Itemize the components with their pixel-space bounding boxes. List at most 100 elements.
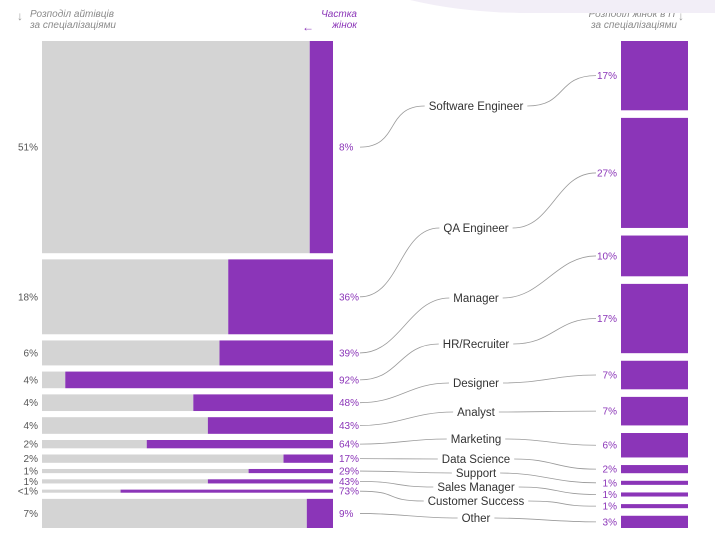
connector-right-11 <box>494 517 597 523</box>
category-label-8: Support <box>456 468 497 480</box>
decorative-wedge <box>410 0 715 13</box>
bar-women-8 <box>248 468 333 474</box>
bar-dist-4 <box>621 360 688 390</box>
bar-dist-1 <box>621 117 688 228</box>
bar-women-7 <box>283 454 333 463</box>
bar-women-4 <box>193 394 333 412</box>
connector-left-3 <box>359 343 439 381</box>
dist-label-1: 27% <box>597 168 617 179</box>
share-label-6: 2% <box>24 440 39 451</box>
connector-left-8 <box>359 470 452 474</box>
women-share-label-8: 29% <box>339 467 359 478</box>
bar-men-5 <box>42 417 208 434</box>
bar-dist-0 <box>621 41 688 111</box>
dist-label-10: 1% <box>603 502 618 513</box>
connector-right-2 <box>502 255 597 299</box>
share-label-2: 6% <box>24 348 39 359</box>
share-label-9: 1% <box>24 477 39 488</box>
connector-right-10 <box>528 500 597 507</box>
bar-dist-2 <box>621 235 688 277</box>
share-label-11: 7% <box>24 509 39 520</box>
share-label-7: 2% <box>24 454 39 465</box>
share-label-0: 51% <box>18 143 38 154</box>
connector-left-11 <box>359 513 458 519</box>
connector-right-8 <box>500 472 597 484</box>
bar-dist-5 <box>621 396 688 426</box>
women-share-label-4: 48% <box>339 398 359 409</box>
women-share-label-3: 92% <box>339 375 359 386</box>
connector-right-7 <box>514 458 597 470</box>
bar-men-1 <box>42 259 229 335</box>
bar-dist-3 <box>621 283 688 354</box>
bar-dist-9 <box>621 492 688 497</box>
connector-left-9 <box>359 480 434 488</box>
dist-label-5: 7% <box>603 407 618 418</box>
share-label-8: 1% <box>24 467 39 478</box>
bar-women-11 <box>306 498 333 528</box>
connector-right-6 <box>505 438 597 446</box>
bar-women-10 <box>120 489 333 493</box>
left-header: Розподіл айтівців за спеціалізаціями <box>30 9 116 31</box>
bar-dist-6 <box>621 433 688 458</box>
connector-left-2 <box>359 297 450 354</box>
category-label-4: Designer <box>453 378 499 390</box>
bar-women-2 <box>219 340 333 366</box>
dist-label-7: 2% <box>603 465 618 476</box>
dist-label-6: 6% <box>603 441 618 452</box>
women-share-label-0: 8% <box>339 143 354 154</box>
left-arrow-icon: ← <box>302 20 314 34</box>
category-label-6: Marketing <box>451 434 502 446</box>
dist-label-3: 17% <box>597 314 617 325</box>
category-label-10: Customer Success <box>428 496 525 508</box>
connector-left-4 <box>359 382 449 404</box>
category-label-9: Sales Manager <box>437 482 515 494</box>
connector-right-0 <box>527 75 597 107</box>
bar-dist-7 <box>621 465 688 474</box>
category-label-7: Data Science <box>442 454 510 466</box>
bar-men-4 <box>42 394 194 412</box>
category-label-2: Manager <box>453 293 499 305</box>
women-share-label-5: 43% <box>339 421 359 432</box>
share-label-3: 4% <box>24 375 39 386</box>
women-share-label-10: 73% <box>339 487 359 498</box>
connector-left-0 <box>359 105 425 148</box>
share-label-10: <1% <box>18 487 38 498</box>
bar-men-9 <box>42 479 208 484</box>
bar-dist-11 <box>621 515 688 528</box>
category-label-5: Analyst <box>457 407 496 419</box>
share-label-1: 18% <box>18 292 38 303</box>
category-label-11: Other <box>462 513 491 525</box>
bar-men-6 <box>42 440 147 449</box>
down-arrow-icon: ↓ <box>17 9 23 23</box>
dist-label-11: 3% <box>603 517 618 528</box>
bar-men-11 <box>42 498 307 528</box>
connector-right-3 <box>513 318 597 345</box>
women-share-label-7: 17% <box>339 454 359 465</box>
bar-women-9 <box>207 479 333 484</box>
category-label-1: QA Engineer <box>443 223 508 235</box>
women-share-label-6: 64% <box>339 440 359 451</box>
connector-right-4 <box>503 374 597 384</box>
bar-women-0 <box>309 41 333 254</box>
dist-label-0: 17% <box>597 71 617 82</box>
bar-men-8 <box>42 468 249 474</box>
bar-men-2 <box>42 340 220 366</box>
connector-left-5 <box>359 411 454 426</box>
dist-label-9: 1% <box>603 490 618 501</box>
down-arrow-icon: ↓ <box>678 9 684 23</box>
bar-dist-8 <box>621 480 688 485</box>
dist-label-4: 7% <box>603 371 618 382</box>
women-share-label-11: 9% <box>339 509 354 520</box>
bar-men-3 <box>42 371 66 389</box>
share-label-5: 4% <box>24 421 39 432</box>
share-label-4: 4% <box>24 398 39 409</box>
connector-right-1 <box>512 172 597 229</box>
women-share-label-2: 39% <box>339 348 359 359</box>
dist-label-2: 10% <box>597 251 617 262</box>
bar-women-1 <box>228 259 333 335</box>
mid-header: Частка жінок <box>321 9 357 31</box>
women-share-label-1: 36% <box>339 292 359 303</box>
connector-left-10 <box>359 490 424 502</box>
dist-label-8: 1% <box>603 478 618 489</box>
